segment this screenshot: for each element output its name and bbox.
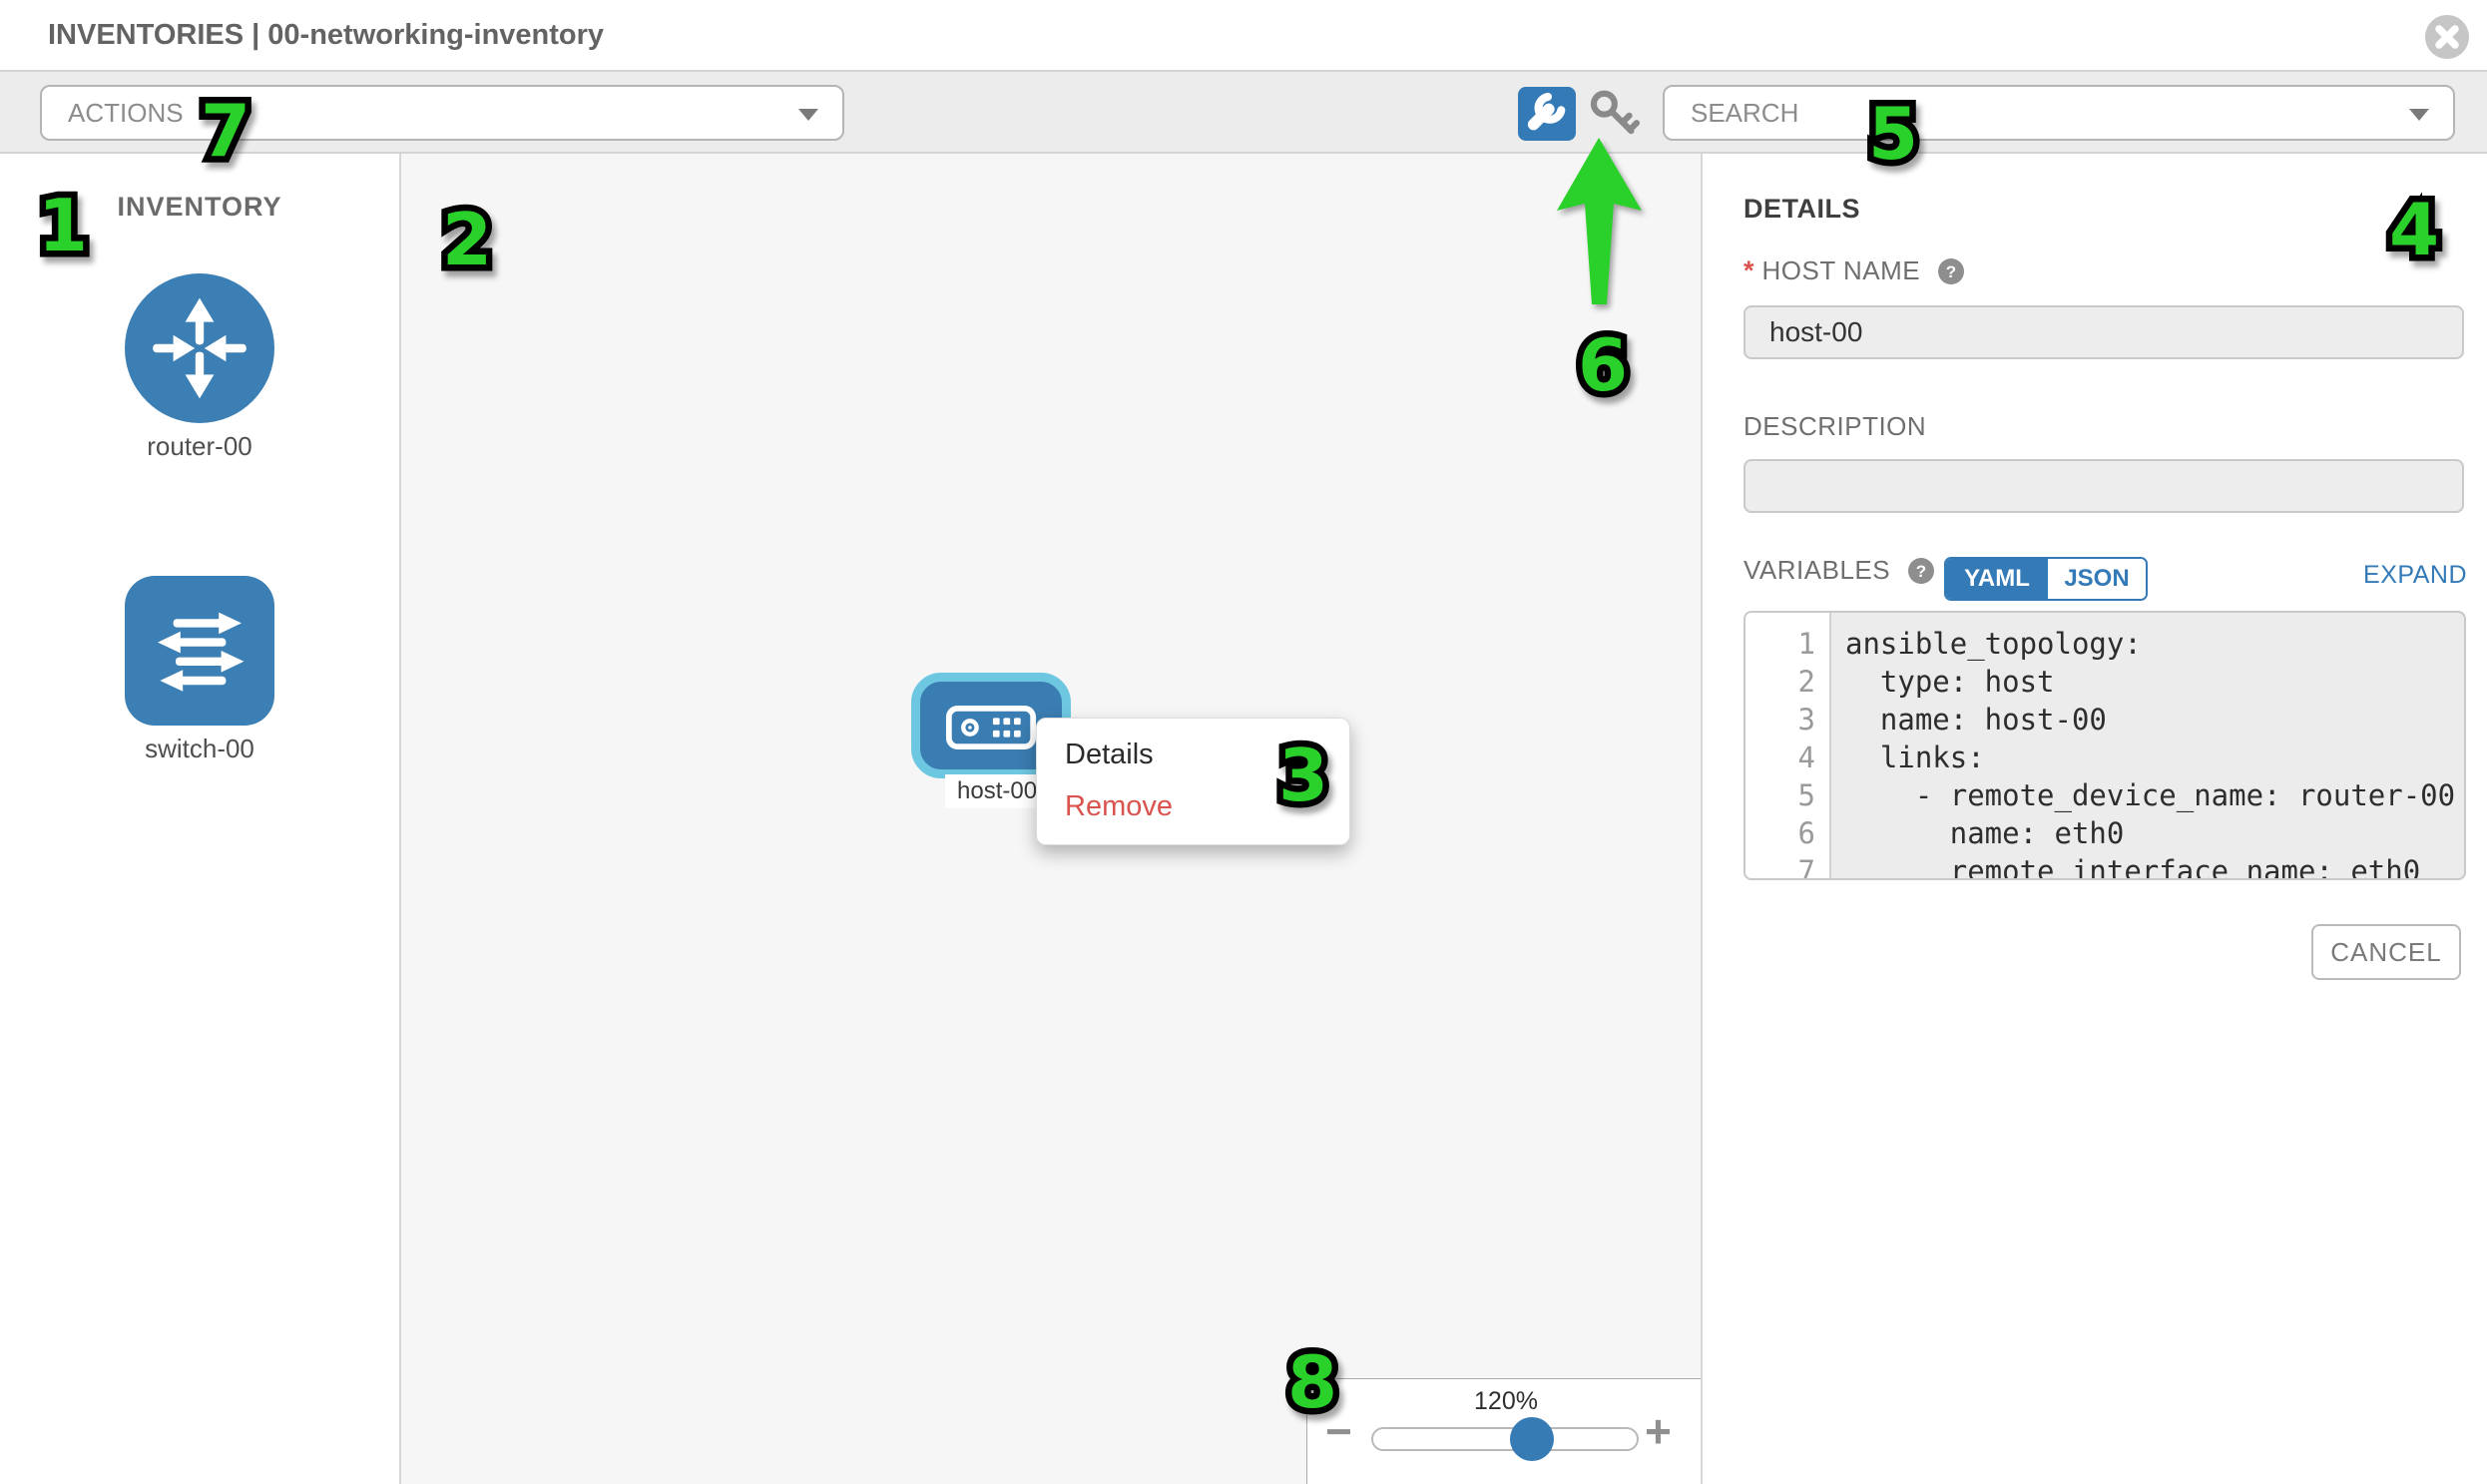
details-heading: DETAILS <box>1743 194 1860 224</box>
question-circle-icon: ? <box>1907 558 1934 584</box>
line-number: 7 <box>1797 854 1815 880</box>
actions-dropdown-label: ACTIONS <box>68 98 184 128</box>
line-number: 2 <box>1797 665 1815 699</box>
close-button[interactable] <box>2424 14 2470 60</box>
host-server-icon <box>945 705 1037 750</box>
key-button[interactable] <box>1585 87 1641 141</box>
details-panel: DETAILS *HOST NAME ? DESCRIPTION VARIABL… <box>1705 154 2487 1484</box>
variables-label: VARIABLES <box>1743 555 1891 585</box>
close-icon <box>2425 15 2469 59</box>
line-text: ansible_topology: <box>1845 627 2142 661</box>
line-text: type: host <box>1845 665 2055 699</box>
context-menu-item-remove[interactable]: Remove <box>1065 790 1173 822</box>
line-number: 1 <box>1797 627 1815 661</box>
host-node-label: host-00 <box>945 774 1050 808</box>
sidebar-item-switch-label: switch-00 <box>145 734 254 763</box>
zoom-in-button[interactable]: + <box>1645 1405 1672 1457</box>
required-asterisk: * <box>1743 255 1754 285</box>
zoom-slider-track[interactable] <box>1371 1427 1639 1451</box>
code-line: 1 ansible_topology: <box>1745 625 2464 663</box>
topology-canvas[interactable]: host-00 Details Remove 120% − + <box>401 154 1703 1484</box>
zoom-control-panel: 120% − + <box>1306 1378 1701 1484</box>
line-number: 3 <box>1797 703 1815 737</box>
actions-dropdown[interactable]: ACTIONS <box>40 85 844 141</box>
code-line: 4 links: <box>1745 739 2464 776</box>
zoom-out-button[interactable]: − <box>1325 1405 1352 1457</box>
line-text: links: <box>1845 741 1985 774</box>
toolbox-button[interactable] <box>1518 87 1576 141</box>
context-menu-item-details[interactable]: Details <box>1065 739 1154 770</box>
variables-help-button[interactable]: ? <box>1907 557 1935 590</box>
gutter-divider <box>1829 613 1831 878</box>
line-text: - remote_device_name: router-00 <box>1845 778 2456 812</box>
zoom-slider-handle[interactable] <box>1510 1417 1554 1461</box>
title-bar: INVENTORIES | 00-networking-inventory <box>0 0 2487 72</box>
json-toggle-button[interactable]: JSON <box>2048 559 2146 599</box>
key-icon <box>1590 90 1640 135</box>
zoom-level-value: 120% <box>1474 1387 1538 1415</box>
host-name-input[interactable] <box>1743 305 2464 359</box>
sidebar-item-router[interactable] <box>125 273 274 423</box>
wrench-icon <box>1527 92 1566 131</box>
line-text: remote_interface_name: eth0 <box>1845 854 2421 880</box>
page-title: INVENTORIES | 00-networking-inventory <box>48 19 605 51</box>
description-label: DESCRIPTION <box>1743 411 1927 441</box>
cancel-button[interactable]: CANCEL <box>2311 924 2461 980</box>
variables-label-row: VARIABLES ? <box>1743 555 1935 590</box>
host-name-label-row: * HOST NAME ? <box>1743 255 1965 290</box>
line-number: 4 <box>1797 741 1815 774</box>
search-dropdown-label: SEARCH <box>1691 98 1799 128</box>
chevron-down-icon <box>2409 109 2429 121</box>
expand-link[interactable]: EXPAND <box>2363 561 2467 589</box>
sidebar-item-router-label: router-00 <box>147 431 252 461</box>
line-text: name: host-00 <box>1845 703 2107 737</box>
line-text: name: eth0 <box>1845 816 2125 850</box>
search-dropdown[interactable]: SEARCH <box>1663 85 2455 141</box>
code-line: 2 type: host <box>1745 663 2464 701</box>
question-circle-icon: ? <box>1937 258 1964 284</box>
host-name-label: HOST NAME <box>1761 255 1921 285</box>
svg-text:?: ? <box>1915 562 1925 581</box>
toolbar: ACTIONS SEARCH <box>0 72 2487 154</box>
inventory-sidebar: INVENTORY router-00 <box>0 154 401 1484</box>
line-number: 5 <box>1797 778 1815 812</box>
router-icon <box>153 297 247 399</box>
yaml-toggle-button[interactable]: YAML <box>1946 559 2048 599</box>
line-number: 6 <box>1797 816 1815 850</box>
svg-text:?: ? <box>1945 262 1955 281</box>
chevron-down-icon <box>798 109 818 121</box>
switch-icon <box>158 612 245 692</box>
description-input[interactable] <box>1743 459 2464 513</box>
variables-format-toggle: YAML JSON <box>1944 557 2148 601</box>
sidebar-item-switch[interactable] <box>125 576 274 726</box>
code-line: 3 name: host-00 <box>1745 701 2464 739</box>
code-line: 7 remote_interface_name: eth0 <box>1745 852 2464 880</box>
inventory-heading: INVENTORY <box>117 192 282 222</box>
node-context-menu: Details Remove <box>1036 718 1350 845</box>
code-line: 5 - remote_device_name: router-00 <box>1745 776 2464 814</box>
variables-code-editor[interactable]: 1 ansible_topology: 2 type: host 3 name:… <box>1743 611 2466 880</box>
host-name-help-button[interactable]: ? <box>1937 257 1965 290</box>
code-line: 6 name: eth0 <box>1745 814 2464 852</box>
